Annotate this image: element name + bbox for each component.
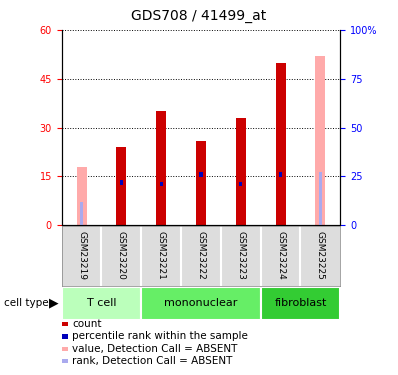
Text: ▶: ▶: [49, 297, 59, 310]
FancyBboxPatch shape: [62, 286, 141, 320]
Text: GSM23222: GSM23222: [197, 231, 205, 279]
Text: GSM23223: GSM23223: [236, 231, 245, 279]
Bar: [156, 111, 166, 225]
Text: GSM23225: GSM23225: [316, 231, 325, 279]
FancyBboxPatch shape: [141, 286, 261, 320]
Bar: [279, 172, 282, 177]
Bar: [275, 63, 286, 225]
Bar: [239, 182, 242, 186]
Bar: [199, 172, 203, 177]
Bar: [80, 202, 83, 225]
FancyBboxPatch shape: [261, 286, 340, 320]
Text: count: count: [72, 319, 101, 329]
Bar: [316, 56, 326, 225]
Text: percentile rank within the sample: percentile rank within the sample: [72, 332, 248, 341]
Bar: [77, 166, 87, 225]
Bar: [236, 118, 246, 225]
Text: mononuclear: mononuclear: [164, 298, 238, 308]
Text: rank, Detection Call = ABSENT: rank, Detection Call = ABSENT: [72, 356, 232, 366]
Bar: [120, 180, 123, 184]
Bar: [319, 172, 322, 225]
Text: fibroblast: fibroblast: [274, 298, 327, 308]
Text: value, Detection Call = ABSENT: value, Detection Call = ABSENT: [72, 344, 237, 354]
Bar: [117, 147, 127, 225]
Text: GSM23219: GSM23219: [77, 231, 86, 279]
Text: GSM23221: GSM23221: [157, 231, 166, 279]
Text: cell type: cell type: [4, 298, 49, 308]
Bar: [196, 141, 206, 225]
Text: T cell: T cell: [87, 298, 116, 308]
Text: GSM23220: GSM23220: [117, 231, 126, 279]
Text: GDS708 / 41499_at: GDS708 / 41499_at: [131, 9, 267, 23]
Bar: [160, 182, 163, 186]
Text: GSM23224: GSM23224: [276, 231, 285, 279]
